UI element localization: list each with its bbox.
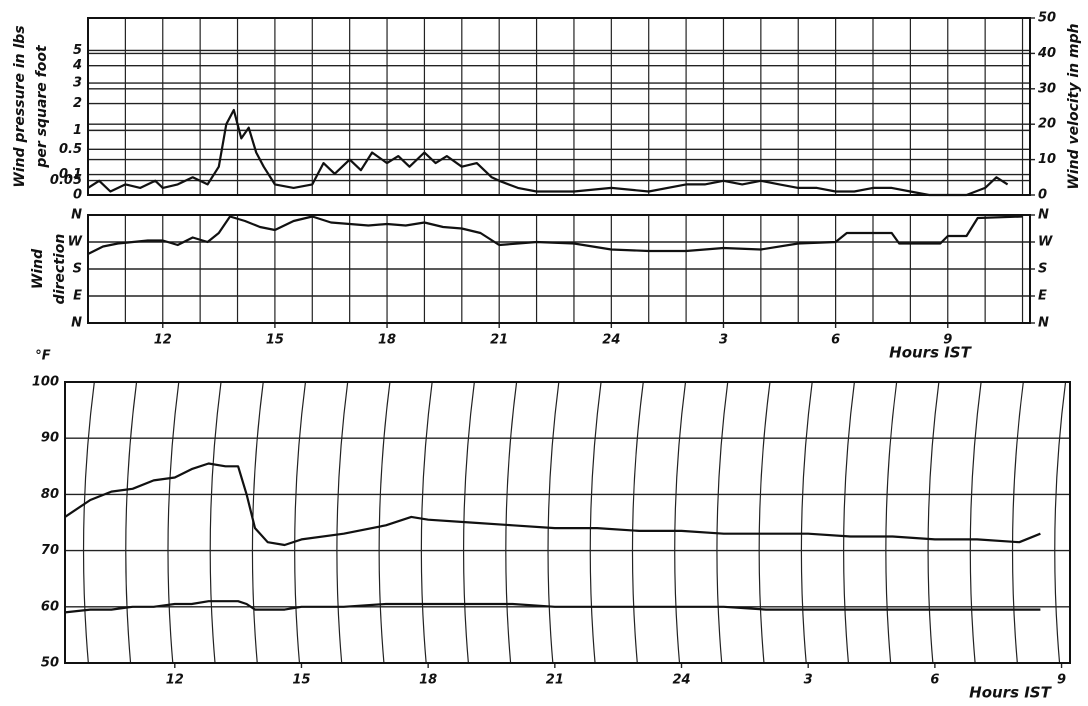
y-tick-label: 70 <box>41 543 59 558</box>
y-axis-label: Wind <box>30 248 46 289</box>
minor-grid <box>589 381 602 664</box>
panel: 50 60 70 80 90 100 12 15 18 21 24 3 6 9 °F Hours IST <box>32 349 1071 702</box>
data-line <box>64 600 1041 614</box>
y2-tick-label: 30 <box>1038 81 1056 96</box>
minor-grid <box>420 381 433 664</box>
y-tick-label: N <box>71 208 82 223</box>
y-tick-label: S <box>73 262 82 277</box>
y-tick-label: 100 <box>32 375 59 390</box>
y-tick-label: 2 <box>73 96 82 111</box>
minor-grid <box>209 381 222 664</box>
y-tick-label: 0 <box>73 188 82 203</box>
x-axis-label: Hours IST <box>889 344 972 362</box>
minor-grid <box>82 381 95 664</box>
y2-tick-label: 10 <box>1038 152 1056 167</box>
y-tick-label: 80 <box>41 487 59 502</box>
minor-grid <box>505 381 518 664</box>
y-tick-label: 3 <box>73 76 82 91</box>
x-tick-label: 3 <box>804 673 813 688</box>
y2-tick-label: 40 <box>1037 46 1056 61</box>
minor-grid <box>631 381 644 664</box>
data-line <box>87 215 1023 255</box>
minor-grid <box>125 381 138 664</box>
y2-tick-label: E <box>1038 289 1047 304</box>
x-tick-label: 3 <box>719 333 728 348</box>
minor-grid <box>969 381 982 664</box>
x-tick-label: 21 <box>490 333 508 348</box>
minor-grid <box>674 381 687 664</box>
x-tick-label: 24 <box>602 333 620 348</box>
y2-tick-label: 0 <box>1038 188 1047 203</box>
minor-grid <box>1054 381 1067 664</box>
y-axis-label: Wind pressure in lbs <box>12 25 28 187</box>
minor-grid <box>885 381 898 664</box>
x-axis-label: Hours IST <box>969 684 1052 702</box>
y-tick-label: N <box>71 316 82 331</box>
minor-grid <box>378 381 391 664</box>
y2-tick-label: N <box>1038 316 1049 331</box>
data-line <box>87 108 1009 197</box>
y-tick-label: E <box>73 289 82 304</box>
minor-grid <box>927 381 940 664</box>
minor-grid <box>716 381 729 664</box>
x-tick-label: 12 <box>166 673 184 688</box>
x-tick-label: 24 <box>672 673 690 688</box>
y-tick-label: 0.05 <box>50 173 82 188</box>
y-tick-label: 4 <box>72 58 82 73</box>
x-tick-label: 12 <box>154 333 172 348</box>
x-tick-label: 21 <box>546 673 564 688</box>
x-tick-label: 9 <box>943 333 952 348</box>
y-tick-label: 60 <box>41 599 59 614</box>
x-tick-label: 15 <box>266 333 284 348</box>
y-tick-label: 0.5 <box>59 142 82 157</box>
y-axis-label: per square foot <box>34 44 50 169</box>
x-tick-label: 18 <box>378 333 396 348</box>
x-tick-label: 6 <box>930 673 939 688</box>
minor-grid <box>1011 381 1024 664</box>
y-unit: °F <box>35 349 51 364</box>
plot-frame <box>87 214 1031 324</box>
y2-tick-label: N <box>1038 208 1049 223</box>
y2-tick-label: 50 <box>1038 11 1056 26</box>
x-tick-label: 15 <box>292 673 310 688</box>
y2-tick-label: S <box>1038 262 1047 277</box>
minor-grid <box>167 381 180 664</box>
x-tick-label: 9 <box>1057 673 1066 688</box>
plot-frame <box>64 381 1071 664</box>
minor-grid <box>294 381 307 664</box>
x-tick-label: 18 <box>419 673 437 688</box>
y-tick-label: 1 <box>73 123 82 138</box>
y-tick-label: 90 <box>41 431 59 446</box>
y-tick-label: W <box>68 235 83 250</box>
plot-frame <box>87 17 1031 196</box>
minor-grid <box>843 381 856 664</box>
y2-tick-label: W <box>1038 235 1053 250</box>
y2-axis-label: Wind velocity in mph <box>1066 23 1082 189</box>
y-axis-label: direction <box>52 234 68 305</box>
data-line <box>64 462 1041 547</box>
x-tick-label: 6 <box>831 333 840 348</box>
y-tick-label: 50 <box>41 656 59 671</box>
minor-grid <box>800 381 813 664</box>
minor-grid <box>336 381 349 664</box>
y-tick-label: 0.1 <box>59 167 82 182</box>
minor-grid <box>547 381 560 664</box>
y2-tick-label: 20 <box>1038 117 1056 132</box>
y-tick-label: 5 <box>73 43 82 58</box>
minor-grid <box>758 381 771 664</box>
